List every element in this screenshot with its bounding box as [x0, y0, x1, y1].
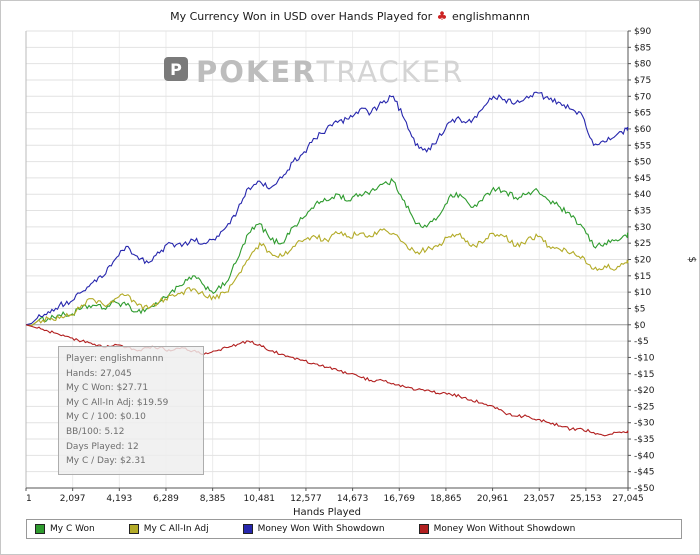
legend-label: My C Won: [50, 524, 95, 534]
x-tick-label: 4,193: [106, 494, 132, 504]
y-tick-label: $75: [634, 76, 651, 86]
y-tick-label: $20: [634, 256, 651, 266]
y-tick-label: $65: [634, 109, 651, 119]
legend-label: My C All-In Adj: [143, 524, 209, 534]
chart-title-text: My Currency Won in USD over Hands Played…: [170, 10, 433, 23]
stats-tooltip: Player: englishmannn Hands: 27,045 My C …: [58, 346, 204, 475]
x-axis-title: Hands Played: [293, 507, 361, 518]
legend-label: Money Won With Showdown: [257, 524, 385, 534]
y-tick-label: $25: [634, 239, 651, 249]
y-tick-label: $55: [634, 141, 651, 151]
legend-label: Money Won Without Showdown: [433, 524, 576, 534]
y-tick-label: -$35: [634, 435, 654, 445]
y-tick-label: $80: [634, 60, 651, 70]
y-tick-label: -$25: [634, 402, 654, 412]
x-tick-label: 16,769: [384, 494, 416, 504]
y-tick-label: $60: [634, 125, 651, 135]
tooltip-line-hands: Hands: 27,045: [66, 368, 132, 379]
x-tick-label: 2,097: [60, 494, 86, 504]
tooltip-line-days: Days Played: 12: [66, 441, 139, 452]
player-name: englishmannn: [451, 10, 530, 23]
tooltip-line-bb100: BB/100: 5.12: [66, 426, 125, 437]
y-tick-label: $35: [634, 207, 651, 217]
y-tick-label: -$5: [634, 337, 649, 347]
y-tick-label: -$10: [634, 353, 655, 363]
y-tick-label: $70: [634, 92, 651, 102]
legend-item-with-showdown: Money Won With Showdown: [242, 524, 385, 534]
y-tick-label: -$40: [634, 451, 655, 461]
series-line-my-c-all-in-adj: [25, 228, 629, 327]
legend-swatch-yellow: [128, 524, 139, 534]
tooltip-line-cday: My C / Day: $2.31: [66, 456, 146, 467]
x-tick-label: 10,481: [244, 494, 276, 504]
legend-item-all-in-adj: My C All-In Adj: [128, 524, 209, 534]
y-tick-label: $10: [634, 288, 651, 298]
y-tick-label: -$50: [634, 484, 655, 494]
y-tick-label: $40: [634, 190, 651, 200]
y-tick-label: -$45: [634, 468, 654, 478]
pokertracker-watermark: POKERTRACKER: [196, 55, 464, 89]
x-tick-label: 1: [26, 494, 32, 504]
x-tick-label: 23,057: [523, 494, 555, 504]
legend-item-my-c-won: My C Won: [35, 524, 95, 534]
legend: My C Won My C All-In Adj Money Won With …: [26, 519, 682, 539]
y-tick-label: $30: [634, 223, 651, 233]
tooltip-line-player: Player: englishmannn: [66, 354, 164, 364]
x-tick-label: 27,045: [612, 494, 644, 504]
x-tick-label: 8,385: [200, 494, 226, 504]
x-tick-label: 25,153: [570, 494, 602, 504]
tooltip-line-cwon: My C Won: $27.71: [66, 383, 149, 394]
y-tick-label: $85: [634, 43, 651, 53]
y-tick-label: $45: [634, 174, 651, 184]
y-tick-label: $50: [634, 158, 651, 168]
tooltip-line-allinadj: My C All-In Adj: $19.59: [66, 397, 169, 408]
legend-swatch-red: [418, 524, 429, 534]
y-tick-label: $5: [634, 304, 645, 314]
y-tick-label: $15: [634, 272, 651, 282]
x-tick-label: 20,961: [477, 494, 509, 504]
x-tick-label: 6,289: [153, 494, 179, 504]
y-tick-label: $90: [634, 27, 651, 37]
series-line-money-won-with-showdown: [25, 91, 629, 326]
pokertracker-logo-icon: [164, 57, 188, 81]
series-line-my-c-won: [25, 177, 629, 327]
x-tick-label: 12,577: [290, 494, 322, 504]
y-tick-label: -$15: [634, 370, 654, 380]
y-tick-label: -$20: [634, 386, 655, 396]
pokerstars-site-icon: ♣: [436, 9, 448, 23]
legend-item-without-showdown: Money Won Without Showdown: [418, 524, 576, 534]
y-tick-label: $0: [634, 321, 646, 331]
pokertracker-logo-letter: P: [170, 60, 182, 79]
chart-title: My Currency Won in USD over Hands Played…: [1, 9, 699, 23]
y-axis-title: $: [686, 256, 697, 262]
legend-swatch-blue: [242, 524, 253, 534]
legend-swatch-green: [35, 524, 45, 534]
y-tick-label: -$30: [634, 419, 655, 429]
x-tick-label: 14,673: [337, 494, 369, 504]
x-tick-label: 18,865: [430, 494, 462, 504]
tooltip-line-c100: My C / 100: $0.10: [66, 412, 146, 423]
